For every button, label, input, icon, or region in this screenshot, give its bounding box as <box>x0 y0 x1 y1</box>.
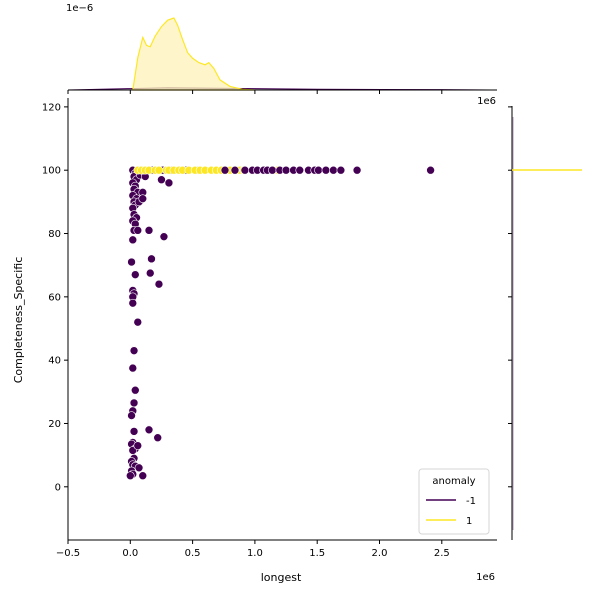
x-axis-label: longest <box>261 571 302 584</box>
y-axis-label: Completeness_Specific <box>12 257 25 384</box>
scatter-point <box>138 194 148 203</box>
scatter-point <box>329 165 338 175</box>
top-marginal-kde: 1e−6 1e6 <box>66 3 497 107</box>
scatter-point <box>127 411 136 420</box>
scatter-point <box>159 232 169 241</box>
right-marginal-ticks <box>508 106 512 488</box>
x-tick-label: 1.0 <box>247 548 263 559</box>
scatter-point <box>130 270 140 279</box>
scatter-point <box>230 165 240 175</box>
scatter-point <box>129 427 139 436</box>
scatter-point <box>147 254 156 264</box>
scatter-point <box>164 178 174 188</box>
scatter-point <box>133 226 143 235</box>
scatter-point <box>128 235 138 245</box>
y-tick-label: 80 <box>48 229 61 240</box>
right-marginal-kde <box>508 106 582 540</box>
y-tick-label: 40 <box>48 356 61 367</box>
scatter-point <box>240 165 250 175</box>
top-offset-label: 1e−6 <box>66 3 93 14</box>
scatter-point <box>314 165 323 175</box>
y-tick-label: 100 <box>42 166 61 177</box>
main-scatter-axes: −0.5 0.0 0.5 1.0 1.5 2.0 2.5 0 20 40 60 80 100 120 l… <box>12 98 497 584</box>
scatter-point <box>133 317 143 327</box>
x-tick-label: −0.5 <box>56 548 80 559</box>
scatter-point <box>126 471 135 481</box>
scatter-point <box>129 346 139 355</box>
scatter-point <box>144 226 154 235</box>
scatter-point <box>321 165 331 175</box>
scatter-point <box>352 165 362 175</box>
x-tick-label: 2.0 <box>372 548 388 559</box>
x-tick-label: 1.5 <box>309 548 325 559</box>
y-tick-label: 60 <box>48 292 61 303</box>
scatter-points <box>126 165 435 481</box>
scatter-point <box>138 471 148 481</box>
scatter-point <box>128 298 138 308</box>
scatter-point <box>127 257 136 267</box>
x-tick-label: 0.5 <box>185 548 201 559</box>
legend-label-neg1: -1 <box>466 496 476 507</box>
scatter-point <box>295 165 305 175</box>
legend-box <box>418 468 490 535</box>
y-tick-label: 0 <box>55 482 61 493</box>
scatter-point <box>133 441 143 450</box>
top-x-offset-label: 1e6 <box>477 96 496 107</box>
x-offset-label: 1e6 <box>476 572 495 583</box>
x-tick-label: 0.0 <box>122 548 138 559</box>
y-tick-label: 20 <box>48 419 61 430</box>
kde-curve-anomaly-1 <box>132 17 255 91</box>
scatter-point <box>157 175 166 184</box>
top-marginal-ticks <box>67 90 443 94</box>
scatter-point <box>128 363 138 373</box>
scatter-point <box>426 165 435 175</box>
scatter-point <box>134 463 144 473</box>
scatter-point <box>130 385 140 395</box>
scatter-point <box>145 268 155 278</box>
scatter-point <box>129 398 139 408</box>
scatter-point <box>153 433 163 443</box>
legend-title: anomaly <box>432 476 475 487</box>
scatter-point <box>268 165 277 175</box>
x-tick-label: 2.5 <box>434 548 450 559</box>
x-axis-ticks: −0.5 0.0 0.5 1.0 1.5 2.0 2.5 <box>56 540 450 559</box>
legend-label-1: 1 <box>466 516 472 527</box>
y-tick-label: 120 <box>42 102 61 113</box>
y-axis-ticks: 0 20 40 60 80 100 120 <box>42 102 68 493</box>
scatter-point <box>144 425 154 435</box>
scatter-point <box>336 165 346 175</box>
legend: anomaly -1 1 <box>418 468 490 535</box>
scatter-point <box>281 165 291 175</box>
scatter-point <box>220 165 230 175</box>
scatter-point <box>154 279 164 289</box>
scatter-point <box>154 165 164 175</box>
